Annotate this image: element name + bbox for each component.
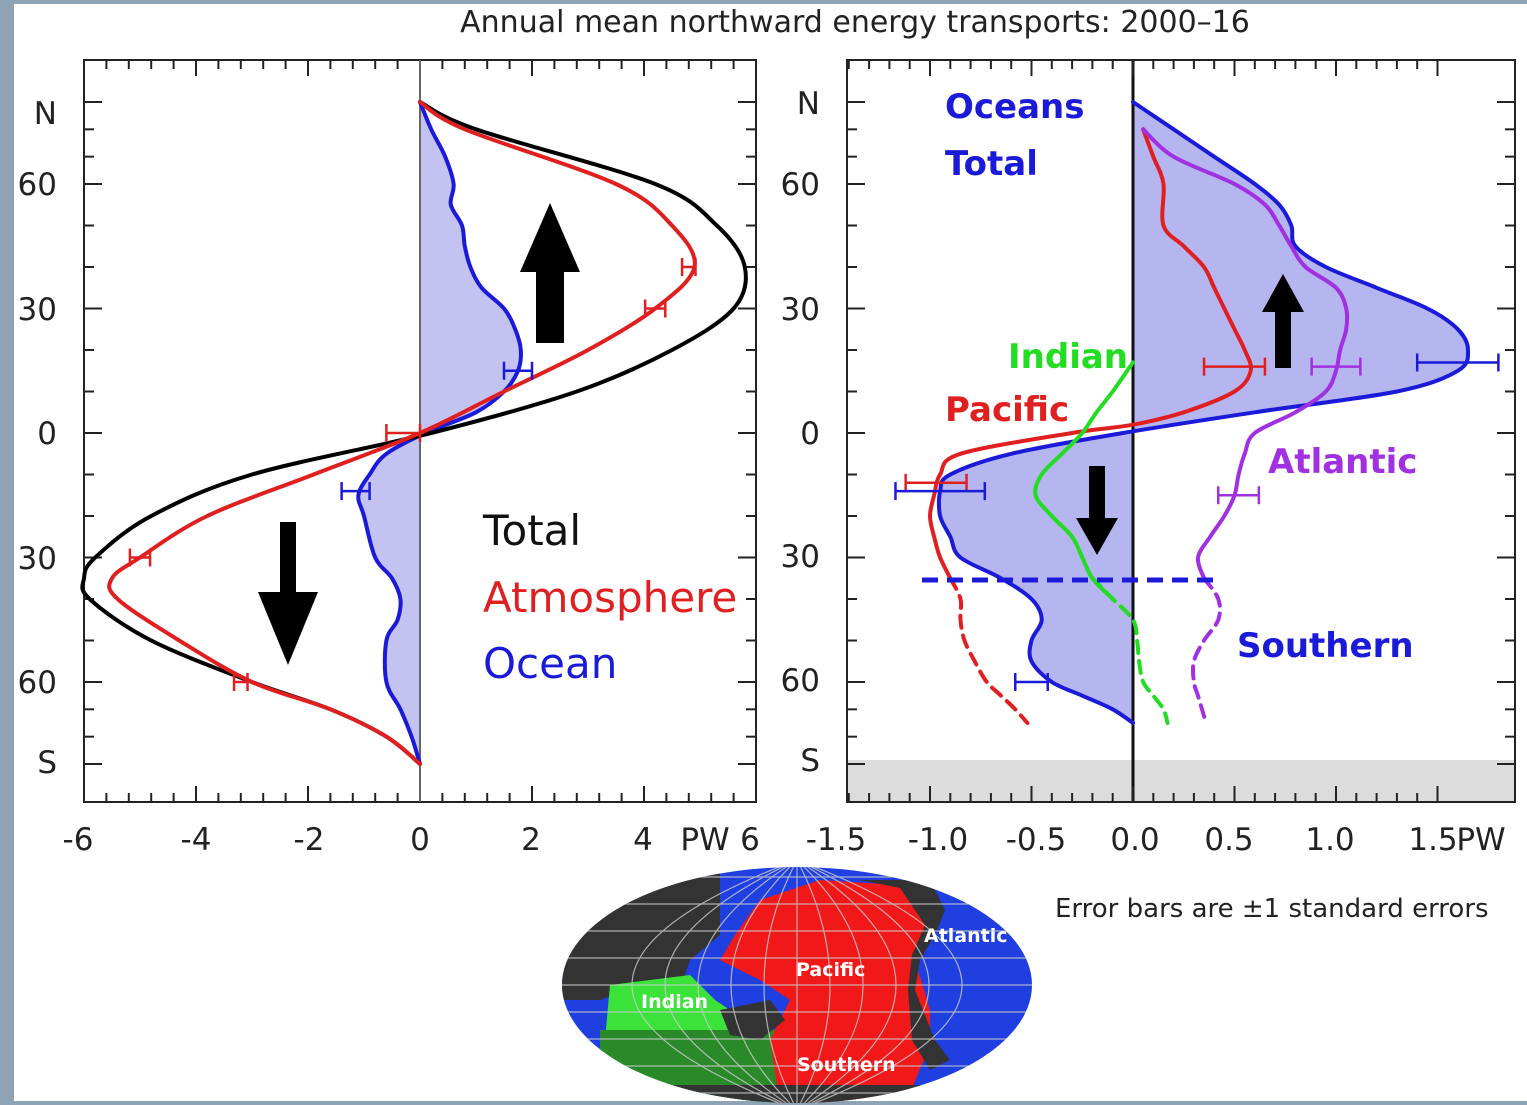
map-label-indian: Indian — [641, 991, 708, 1013]
right-error-bar-pacific — [1202, 357, 1267, 376]
right-x-tick-label: 0.0 — [1110, 822, 1159, 858]
label-indian: Indian — [1008, 337, 1128, 377]
left-axis-ticks: -6 -4 -2 0 2 4 6 PW N 60 30 0 30 60 S — [18, 60, 760, 858]
northward-arrow-icon — [520, 203, 580, 343]
right-x-unit-label: PW — [1456, 822, 1505, 858]
right-y-tick-label: N — [797, 86, 820, 122]
left-error-bar-atmosphere — [680, 258, 697, 276]
left-x-tick-label: 4 — [633, 822, 653, 858]
southward-arrow-icon-basins — [1076, 466, 1118, 555]
right-oceans-total-fill — [938, 102, 1469, 723]
label-pacific: Pacific — [945, 390, 1069, 430]
map-label-pacific: Pacific — [796, 959, 865, 981]
right-error-bar-oceans-total — [894, 482, 987, 501]
right-oceans-total-line — [936, 100, 1471, 725]
right-error-bar-atlantic — [1310, 357, 1362, 376]
right-plot-frame — [846, 59, 1516, 803]
left-ocean-fill — [358, 102, 521, 764]
legend-ocean: Ocean — [483, 639, 617, 688]
right-y-tick-label: 60 — [781, 167, 820, 203]
left-error-bar-atmosphere — [232, 673, 249, 691]
left-error-bars — [128, 258, 697, 691]
map-label-atlantic: Atlantic — [924, 925, 1008, 947]
left-y-tick-label: 60 — [18, 167, 57, 203]
left-panel-total-atmosphere-ocean: -6 -4 -2 0 2 4 6 PW N 60 30 0 30 60 S Total Atmosphere… — [18, 59, 760, 858]
right-indian-line — [1033, 360, 1135, 601]
right-series — [928, 60, 1471, 802]
right-y-tick-label: 0 — [800, 416, 820, 452]
right-pacific-south-of-34s-line — [948, 576, 1030, 725]
left-x-unit-label: PW — [680, 822, 729, 858]
left-y-tick-label: S — [37, 745, 57, 781]
right-x-tick-label: 1.0 — [1305, 822, 1354, 858]
left-x-tick-label: 6 — [740, 822, 760, 858]
legend-atmosphere: Atmosphere — [483, 573, 737, 622]
right-axis-ticks: -1.5 -1.0 -0.5 0.0 0.5 1.0 1.5PW N 60 30 0 30 60 S — [781, 60, 1515, 858]
left-ocean-line — [356, 100, 523, 766]
right-x-tick-label: -1.0 — [908, 822, 969, 858]
southward-arrow-icon — [258, 522, 318, 665]
right-x-tick-label: 1.5 — [1408, 822, 1457, 858]
left-error-bar-ocean — [340, 482, 371, 501]
left-y-tick-label: 60 — [18, 665, 57, 701]
right-pacific-line — [928, 127, 1254, 581]
right-atlantic-south-of-34s-line — [1190, 576, 1223, 725]
left-y-tick-label: 30 — [18, 541, 57, 577]
left-x-tick-label: -6 — [63, 822, 94, 858]
map-label-southern: Southern — [797, 1054, 896, 1076]
heading-total: Total — [945, 144, 1038, 184]
right-y-tick-label: 30 — [781, 292, 820, 328]
right-panel-ocean-basins: -1.5 -1.0 -0.5 0.0 0.5 1.0 1.5PW N 60 30 0 30 60 S Oc… — [781, 59, 1516, 858]
right-x-tick-label: -1.5 — [806, 822, 867, 858]
right-error-bar-oceans-total — [1014, 673, 1049, 691]
left-y-tick-label: N — [34, 96, 57, 132]
left-error-bar-ocean — [502, 361, 534, 380]
label-atlantic: Atlantic — [1268, 442, 1417, 482]
right-x-tick-label: 0.5 — [1204, 822, 1253, 858]
left-total-line — [80, 100, 748, 766]
chart-title: Annual mean northward energy transports:… — [460, 5, 1250, 40]
left-error-bar-atmosphere — [128, 548, 152, 567]
heading-oceans: Oceans — [945, 87, 1085, 127]
right-x-tick-label: -0.5 — [1006, 822, 1067, 858]
right-y-tick-label: 30 — [781, 539, 820, 575]
left-atmosphere-line — [107, 100, 697, 766]
error-bar-note: Error bars are ±1 standard errors — [1055, 894, 1489, 924]
right-y-tick-label: S — [800, 743, 820, 779]
left-y-tick-label: 0 — [37, 416, 57, 452]
left-x-tick-label: -4 — [181, 822, 212, 858]
right-error-bar-atlantic — [1217, 486, 1261, 505]
right-error-bars — [894, 353, 1500, 691]
right-error-bar-pacific — [904, 473, 968, 492]
legend-total: Total — [482, 506, 581, 555]
left-x-tick-label: 0 — [410, 822, 430, 858]
left-x-tick-label: -2 — [294, 822, 325, 858]
right-error-bar-oceans-total — [1415, 353, 1500, 372]
left-x-tick-label: 2 — [521, 822, 541, 858]
right-y-tick-label: 60 — [781, 663, 820, 699]
left-y-tick-label: 30 — [18, 292, 57, 328]
left-error-bar-atmosphere — [385, 424, 422, 442]
northward-arrow-icon-basins — [1262, 274, 1304, 368]
right-atlantic-line — [1141, 127, 1350, 581]
left-error-bar-atmosphere — [643, 299, 667, 318]
antarctica-band — [848, 760, 1515, 802]
right-indian-south-of-34s-line — [1090, 576, 1170, 725]
label-southern: Southern — [1237, 626, 1414, 666]
